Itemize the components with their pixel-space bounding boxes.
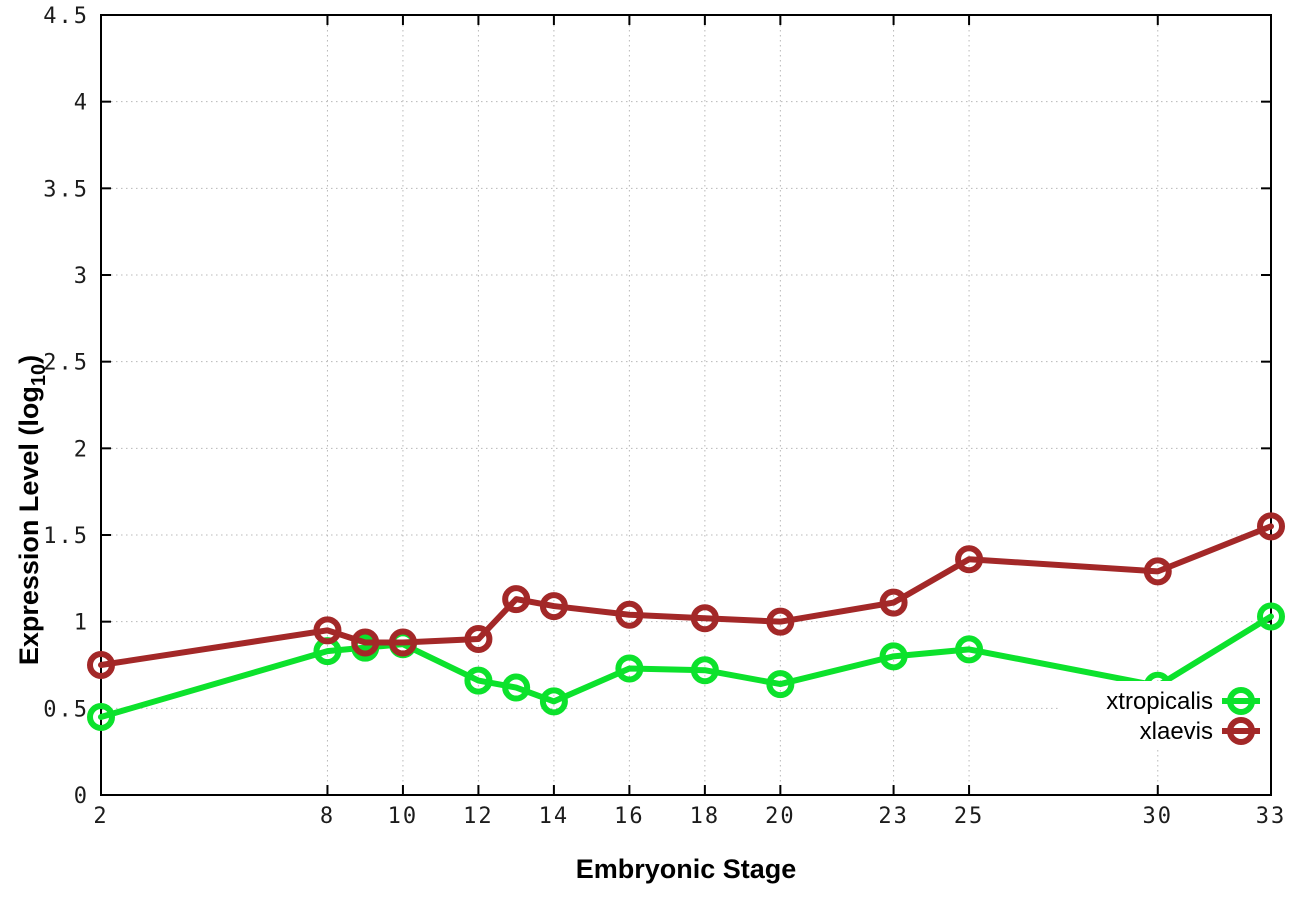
x-tick-label: 12 [463,804,494,829]
x-tick-label: 25 [954,804,985,829]
data-point-xlaevis [313,616,342,645]
data-point-xtropicalis [87,703,115,731]
legend-marker-xtropicalis [1227,687,1255,715]
data-point-xtropicalis [502,673,531,702]
data-point-xtropicalis [464,666,493,695]
data-point-xtropicalis [955,635,984,664]
y-tick-label: 1.5 [43,524,89,549]
y-tick-label: 0 [74,784,89,809]
y-tick-label: 0.5 [43,697,89,722]
y-tick-label: 4 [74,91,89,116]
x-tick-label: 33 [1256,804,1287,829]
y-tick-label: 2 [74,437,89,462]
data-point-xlaevis [87,651,115,679]
y-tick-label: 3.5 [43,177,89,202]
data-point-xtropicalis [1257,602,1285,631]
data-point-xlaevis [502,585,531,614]
data-point-xlaevis [1257,512,1285,541]
x-tick-label: 23 [878,804,909,829]
data-point-xlaevis [766,607,795,636]
x-tick-label: 16 [614,804,645,829]
data-point-xlaevis [539,592,568,621]
data-point-xtropicalis [615,654,644,683]
x-tick-label: 8 [320,804,335,829]
plot-border [100,14,1272,796]
data-point-xtropicalis [879,642,908,671]
y-tick-label: 4.5 [43,4,89,29]
legend-label-xtropicalis: xtropicalis [1106,688,1213,715]
data-point-xlaevis [615,600,644,629]
y-tick-label: 3 [74,264,89,289]
x-tick-label: 30 [1143,804,1174,829]
data-point-xtropicalis [766,670,795,699]
y-tick-label: 1 [74,611,89,636]
y-tick-label: 2.5 [43,351,89,376]
series-line-xlaevis [98,523,1274,668]
data-point-xlaevis [351,628,380,657]
data-point-xlaevis [1143,557,1172,586]
legend-label-xlaevis: xlaevis [1140,718,1213,745]
x-axis-title: Embryonic Stage [576,854,797,884]
x-tick-label: 20 [765,804,796,829]
data-point-xlaevis [955,545,984,574]
data-point-xlaevis [690,604,719,633]
data-point-xtropicalis [690,656,719,685]
data-point-xtropicalis [539,687,568,716]
legend-marker-xlaevis [1227,717,1255,745]
x-tick-label: 10 [388,804,419,829]
x-tick-label: 18 [690,804,721,829]
data-point-xlaevis [879,588,908,617]
x-tick-label: 14 [539,804,570,829]
data-point-xlaevis [388,628,417,657]
y-axis-title: Expression Level (log10) [14,355,50,665]
data-point-xlaevis [464,625,493,653]
x-tick-label: 2 [93,804,108,829]
